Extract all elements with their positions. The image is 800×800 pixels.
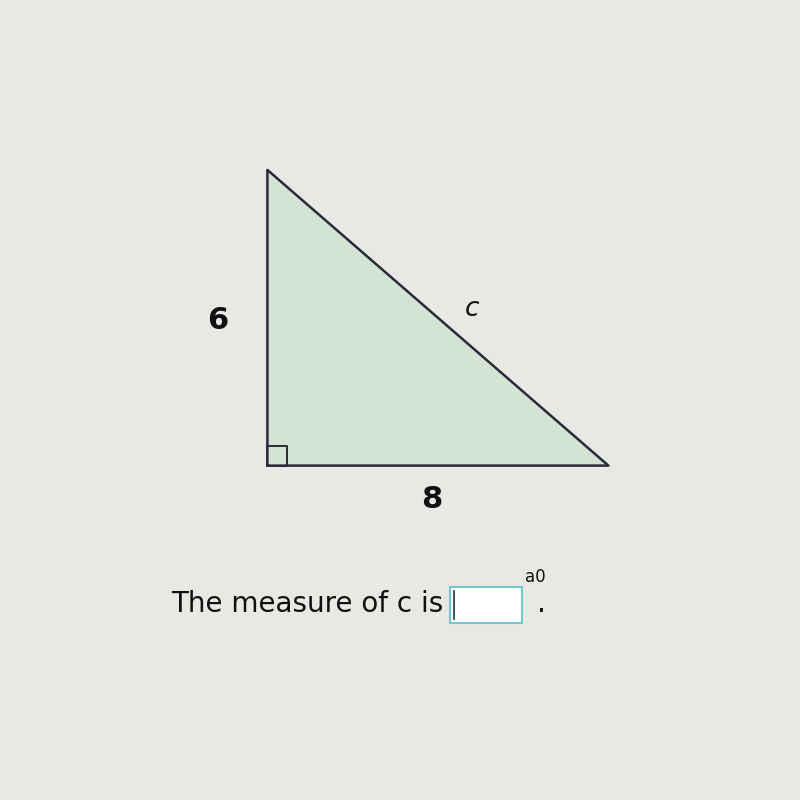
FancyBboxPatch shape — [450, 587, 522, 622]
Text: The measure of c is: The measure of c is — [171, 590, 443, 618]
Polygon shape — [267, 170, 608, 466]
Text: c: c — [465, 295, 479, 322]
Text: a0: a0 — [526, 568, 546, 586]
Text: 8: 8 — [421, 485, 442, 514]
Text: 6: 6 — [207, 306, 229, 335]
Text: .: . — [537, 590, 546, 618]
